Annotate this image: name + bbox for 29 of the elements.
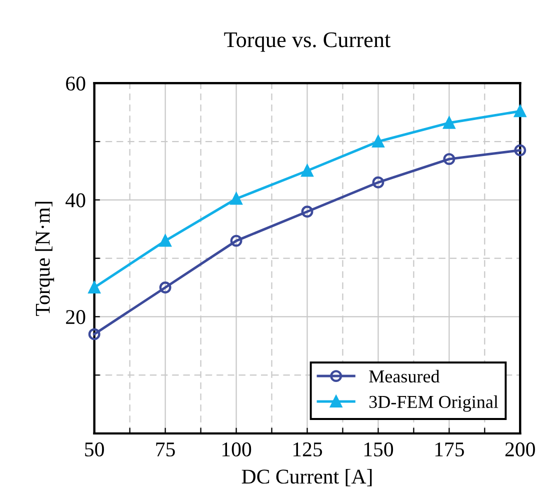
point — [301, 164, 314, 177]
chart-title: Torque vs. Current — [224, 32, 391, 52]
x-tick-label: 125 — [293, 442, 322, 456]
x-tick-label: 100 — [222, 442, 252, 456]
y-axis-title: Torque [N·m] — [35, 202, 54, 316]
point — [159, 282, 172, 294]
point — [443, 116, 456, 129]
point — [514, 144, 526, 156]
x-tick-label: 175 — [435, 442, 464, 456]
x-tick-label: 200 — [505, 442, 535, 456]
point — [88, 282, 100, 294]
point — [372, 136, 384, 148]
legend-label: Measured — [369, 370, 440, 383]
point — [372, 176, 384, 188]
legend-label: 3D-FEM Original — [369, 395, 498, 412]
x-tick-label: 50 — [85, 442, 104, 456]
x-tick-label: 75 — [156, 442, 175, 456]
point — [230, 192, 242, 205]
point — [514, 105, 526, 118]
y-tick-label: 60 — [66, 76, 86, 91]
y-tick-label: 20 — [66, 310, 86, 324]
x-axis-title: DC Current [A] — [242, 469, 372, 486]
point — [230, 234, 242, 247]
point — [159, 234, 172, 247]
x-tick-label: 150 — [364, 442, 394, 456]
point — [301, 206, 314, 218]
y-tick-label: 40 — [66, 193, 86, 208]
point — [443, 153, 456, 166]
point — [88, 328, 100, 340]
